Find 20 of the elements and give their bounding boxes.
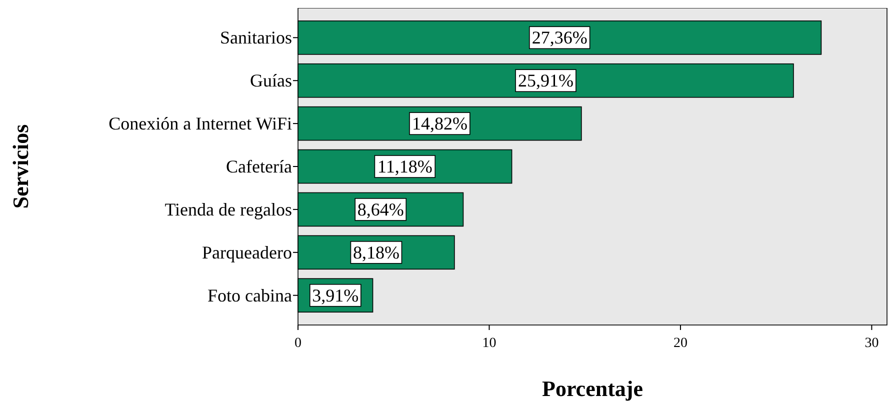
- y-tick-label: Foto cabina: [208, 285, 292, 306]
- y-tick-label: Tienda de regalos: [164, 199, 292, 220]
- x-tick-label: 20: [673, 336, 688, 351]
- data-label: 8,64%: [357, 199, 404, 220]
- x-axis-title: Porcentaje: [542, 376, 644, 401]
- x-tick-label: 0: [294, 336, 302, 351]
- y-tick-label: Conexión a Internet WiFi: [108, 114, 292, 134]
- x-tick-label: 30: [864, 336, 879, 351]
- data-label: 25,91%: [518, 70, 574, 91]
- x-tick-label: 10: [482, 336, 496, 351]
- y-tick-label: Sanitarios: [220, 28, 292, 48]
- data-label: 14,82%: [412, 114, 468, 134]
- data-label: 27,36%: [532, 28, 588, 48]
- y-axis-title: Servicios: [8, 124, 33, 209]
- data-label: 11,18%: [377, 156, 432, 176]
- data-label: 8,18%: [352, 242, 400, 262]
- y-tick-label: Cafetería: [226, 156, 292, 176]
- y-tick-label: Parqueadero: [202, 242, 292, 262]
- data-label: 3,91%: [312, 285, 359, 306]
- y-tick-label: Guías: [250, 70, 292, 91]
